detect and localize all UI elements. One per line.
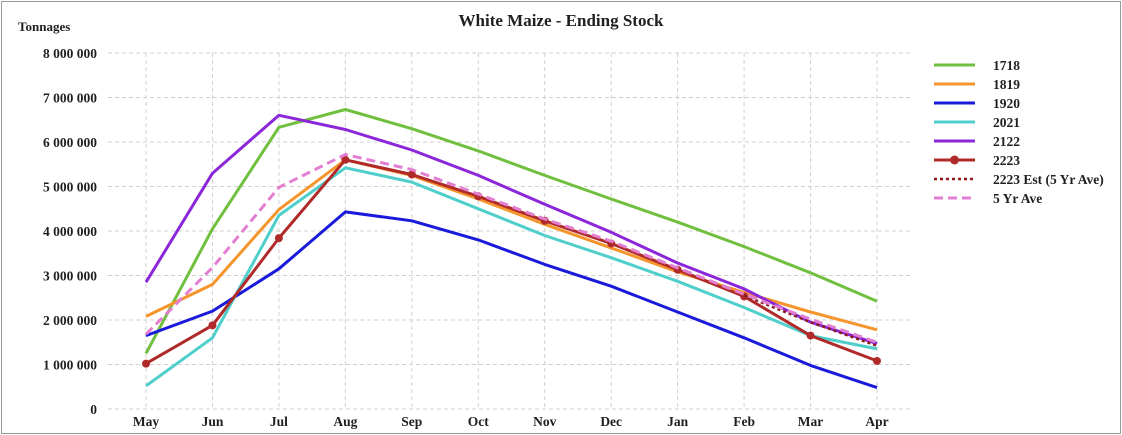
y-tick-label: 4 000 000	[43, 224, 97, 239]
series-line-2122	[144, 113, 878, 346]
legend-label: 1819	[993, 77, 1020, 92]
x-tick-label: Dec	[600, 414, 622, 429]
legend-label: 2223 Est (5 Yr Ave)	[993, 172, 1104, 187]
x-tick-label: Mar	[798, 414, 823, 429]
x-tick-label: Feb	[733, 414, 755, 429]
data-point	[208, 321, 217, 330]
x-tick-label: Jun	[202, 414, 224, 429]
y-tick-label: 8 000 000	[43, 46, 97, 61]
legend-label: 5 Yr Ave	[993, 191, 1042, 206]
y-tick-label: 7 000 000	[43, 91, 97, 106]
data-point	[873, 356, 881, 365]
x-tick-label: Apr	[865, 414, 888, 429]
series-line-2021	[145, 166, 878, 388]
legend-label: 2021	[993, 115, 1020, 130]
y-tick-label: 1 000 000	[43, 358, 97, 373]
data-point	[341, 155, 350, 164]
x-tick-label: Jan	[667, 414, 689, 429]
data-point	[142, 359, 150, 368]
x-tick-labels: May Jun Jul Aug Sep Oct Nov Dec Jan Feb Mar Apr	[133, 414, 889, 429]
legend-label: 1718	[993, 58, 1020, 73]
y-axis-label: Tonnages	[18, 19, 70, 34]
y-tick-labels: 0 1 000 000 2 000 000 3 000 000 4 000 000 5 0…	[43, 46, 97, 417]
y-tick-label: 2 000 000	[43, 313, 97, 328]
series-line-5-yr-ave	[144, 153, 878, 344]
chart-title: White Maize - Ending Stock	[459, 11, 664, 30]
legend-label: 2223	[993, 153, 1020, 168]
data-point	[407, 170, 416, 179]
y-tick-label: 0	[90, 402, 97, 417]
series-line-2223	[145, 158, 878, 365]
gridlines	[108, 52, 910, 410]
data-point	[806, 331, 815, 340]
series-line-1920	[145, 210, 878, 390]
legend: 1718 1819 1920 2021 2122 2223 2223 Est (5 Yr A…	[934, 58, 1104, 206]
y-tick-label: 6 000 000	[43, 135, 97, 150]
x-tick-label: Sep	[401, 414, 422, 429]
x-tick-label: Aug	[333, 414, 357, 429]
legend-marker	[950, 155, 959, 165]
x-tick-label: Oct	[468, 414, 489, 429]
x-tick-label: Nov	[533, 414, 556, 429]
legend-label: 2122	[993, 134, 1020, 149]
series-lines	[142, 108, 881, 390]
data-point	[274, 234, 283, 243]
x-tick-label: May	[133, 414, 159, 429]
y-tick-label: 5 000 000	[43, 180, 97, 195]
legend-label: 1920	[993, 96, 1020, 111]
y-tick-label: 3 000 000	[43, 269, 97, 284]
x-tick-label: Jul	[270, 414, 288, 429]
series-line-1718	[144, 108, 878, 355]
